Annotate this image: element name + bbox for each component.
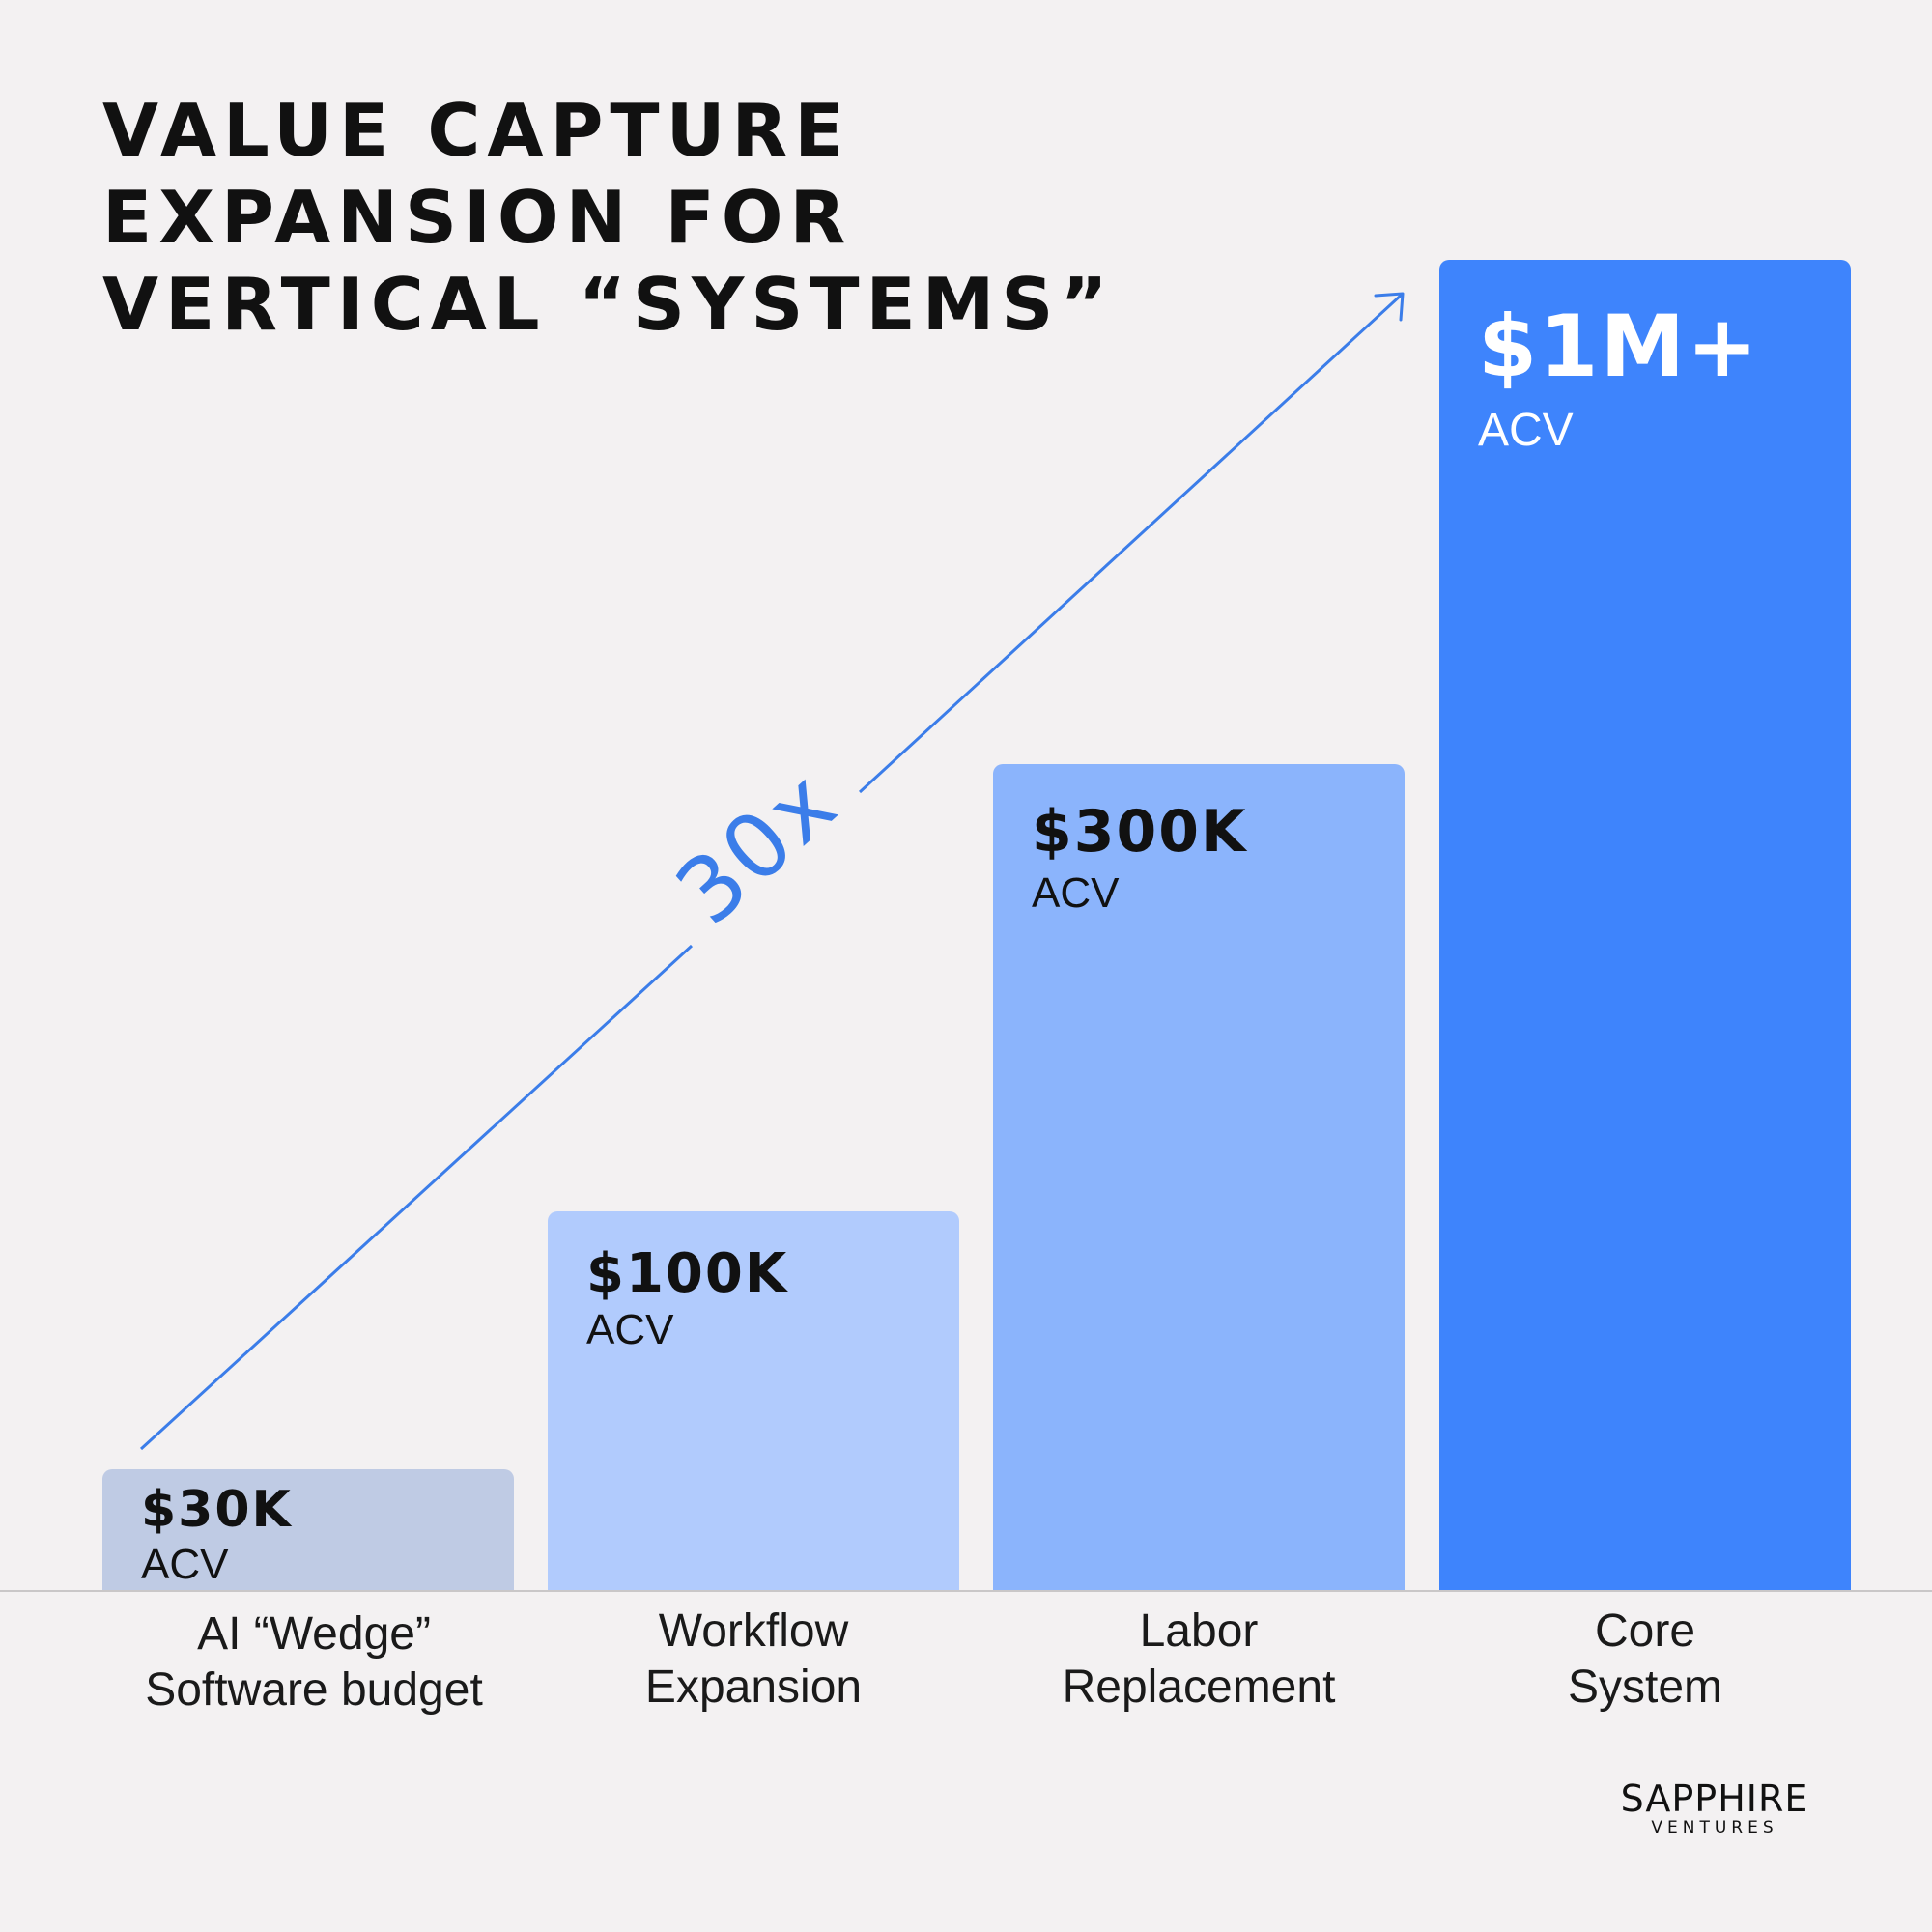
value-label-labor-replacement: $300K — [1032, 798, 1248, 866]
category-label-line: Expansion — [644, 1662, 863, 1713]
bar-ai-wedge — [102, 1469, 514, 1590]
annotation-30x: 30x — [657, 749, 858, 944]
unit-label-labor-replacement: ACV — [1032, 869, 1120, 917]
chart-title-line-2: EXPANSION FOR — [102, 175, 853, 260]
category-label-ai-wedge: AI “Wedge” Software budget — [106, 1606, 522, 1719]
unit-label-ai-wedge: ACV — [141, 1541, 229, 1588]
bar-labor-replacement — [993, 764, 1405, 1590]
x-axis-baseline — [0, 1590, 1932, 1592]
growth-arrow-line-lower — [139, 944, 694, 1451]
sapphire-logo: SAPPHIRE — [1620, 1777, 1809, 1820]
category-label-line: Workflow — [658, 1605, 849, 1657]
category-label-line: System — [1567, 1662, 1723, 1713]
category-label-line: Software budget — [145, 1664, 483, 1716]
value-label-core-system: $1M+ — [1478, 297, 1760, 396]
ventures-logo-sub: VENTURES — [1651, 1818, 1778, 1837]
category-label-line: Labor — [1139, 1605, 1259, 1657]
unit-label-core-system: ACV — [1478, 405, 1574, 456]
category-label-line: Core — [1594, 1605, 1696, 1657]
value-label-workflow-expansion: $100K — [586, 1242, 789, 1305]
category-label-line: Replacement — [1062, 1662, 1336, 1713]
bar-workflow-expansion — [548, 1211, 959, 1590]
value-label-ai-wedge: $30K — [141, 1481, 293, 1539]
category-label-workflow-expansion: Workflow Expansion — [546, 1604, 961, 1716]
arrowhead-icon — [1374, 292, 1405, 322]
growth-arrow-line-upper — [858, 292, 1405, 794]
category-label-labor-replacement: Labor Replacement — [991, 1604, 1406, 1716]
category-label-core-system: Core System — [1437, 1604, 1853, 1716]
chart-title-line-1: VALUE CAPTURE — [102, 88, 851, 173]
unit-label-workflow-expansion: ACV — [586, 1306, 674, 1353]
bar-core-system — [1439, 260, 1851, 1590]
category-label-line: AI “Wedge” — [197, 1608, 431, 1660]
chart-title-line-3: VERTICAL “SYSTEMS” — [102, 262, 1115, 347]
